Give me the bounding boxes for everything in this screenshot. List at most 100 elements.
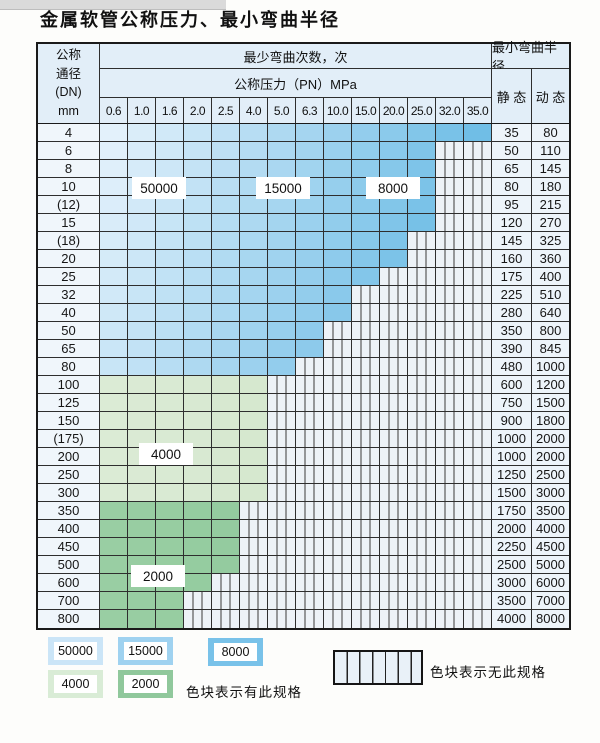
spec-cell xyxy=(240,250,268,268)
no-spec-cell xyxy=(240,556,268,574)
no-spec-cell xyxy=(240,610,268,628)
spec-cell xyxy=(212,538,240,556)
table-row: 25 175 400 xyxy=(38,268,569,286)
dn-cell: 20 xyxy=(38,250,100,268)
no-spec-cell xyxy=(296,610,324,628)
spec-cell xyxy=(156,358,184,376)
no-spec-cell xyxy=(352,610,380,628)
spec-cell xyxy=(156,340,184,358)
no-spec-cell xyxy=(408,304,436,322)
no-spec-cell xyxy=(184,592,212,610)
no-spec-cell xyxy=(464,610,492,628)
dynamic-header: 动 态 xyxy=(532,69,569,123)
dynamic-cell: 845 xyxy=(532,340,569,358)
spec-cell xyxy=(296,232,324,250)
static-cell: 35 xyxy=(492,124,532,142)
no-spec-cell xyxy=(268,592,296,610)
spec-cell xyxy=(268,268,296,286)
no-spec-cell xyxy=(436,304,464,322)
dn-header-line: 通径 xyxy=(55,66,81,81)
no-spec-cell xyxy=(436,286,464,304)
spec-cell xyxy=(212,124,240,142)
no-spec-cell xyxy=(324,610,352,628)
spec-cell xyxy=(100,412,128,430)
dn-cell: 25 xyxy=(38,268,100,286)
dn-cell: 350 xyxy=(38,502,100,520)
spec-cell xyxy=(380,160,408,178)
no-spec-cell xyxy=(464,160,492,178)
spec-cell xyxy=(128,250,156,268)
dynamic-cell: 1200 xyxy=(532,376,569,394)
no-spec-cell xyxy=(380,412,408,430)
spec-cell xyxy=(212,412,240,430)
no-spec-cell xyxy=(352,412,380,430)
dynamic-cell: 6000 xyxy=(532,574,569,592)
dynamic-cell: 110 xyxy=(532,142,569,160)
dn-cell: 150 xyxy=(38,412,100,430)
static-cell: 160 xyxy=(492,250,532,268)
legend-no-spec-box xyxy=(333,650,423,685)
dynamic-cell: 400 xyxy=(532,268,569,286)
spec-cell xyxy=(100,574,128,592)
dn-cell: 125 xyxy=(38,394,100,412)
no-spec-cell xyxy=(464,502,492,520)
spec-cell xyxy=(100,484,128,502)
spec-cell xyxy=(156,250,184,268)
legend-swatch-label: 8000 xyxy=(214,643,257,661)
spec-cell xyxy=(324,232,352,250)
no-spec-cell xyxy=(240,502,268,520)
spec-cell xyxy=(156,502,184,520)
no-spec-cell xyxy=(380,538,408,556)
static-cell: 3500 xyxy=(492,592,532,610)
spec-cell xyxy=(268,358,296,376)
no-spec-cell xyxy=(436,610,464,628)
pn-col-label: 35.0 xyxy=(464,98,492,123)
pn-col-label: 20.0 xyxy=(380,98,408,123)
spec-cell xyxy=(128,484,156,502)
dynamic-cell: 510 xyxy=(532,286,569,304)
no-spec-cell xyxy=(268,412,296,430)
dynamic-cell: 180 xyxy=(532,178,569,196)
table-row: 6 50 110 xyxy=(38,142,569,160)
no-spec-cell xyxy=(268,448,296,466)
spec-cell xyxy=(100,376,128,394)
spec-cell xyxy=(100,196,128,214)
spec-cell xyxy=(100,142,128,160)
spec-cell xyxy=(240,484,268,502)
no-spec-cell xyxy=(324,538,352,556)
static-cell: 2250 xyxy=(492,538,532,556)
spec-cell xyxy=(156,538,184,556)
no-spec-cell xyxy=(380,340,408,358)
spec-cell xyxy=(296,124,324,142)
spec-cell xyxy=(352,124,380,142)
no-spec-cell xyxy=(408,520,436,538)
dynamic-cell: 8000 xyxy=(532,610,569,628)
no-spec-cell xyxy=(352,484,380,502)
cycles-header: 最少弯曲次数，次 xyxy=(100,44,492,69)
static-dynamic-headers: 静 态 动 态 xyxy=(492,69,569,123)
dynamic-cell: 270 xyxy=(532,214,569,232)
spec-cell xyxy=(100,394,128,412)
legend-swatch-label: 4000 xyxy=(54,675,97,693)
pn-col-label: 0.6 xyxy=(100,98,128,123)
spec-cell xyxy=(184,286,212,304)
no-spec-cell xyxy=(324,448,352,466)
spec-cell xyxy=(156,394,184,412)
no-spec-cell xyxy=(324,502,352,520)
spec-cell xyxy=(184,322,212,340)
spec-cell xyxy=(212,250,240,268)
table-row: 250 1250 2500 xyxy=(38,466,569,484)
no-spec-cell xyxy=(408,376,436,394)
spec-cell xyxy=(100,430,128,448)
legend-swatch: 15000 xyxy=(118,637,173,665)
spec-cell xyxy=(212,286,240,304)
no-spec-cell xyxy=(296,466,324,484)
spec-cell xyxy=(352,196,380,214)
no-spec-cell xyxy=(436,358,464,376)
table-row: 200 1000 2000 xyxy=(38,448,569,466)
no-spec-cell xyxy=(324,556,352,574)
spec-cell xyxy=(128,142,156,160)
no-spec-cell xyxy=(324,520,352,538)
no-spec-cell xyxy=(436,268,464,286)
pn-col-label: 15.0 xyxy=(352,98,380,123)
